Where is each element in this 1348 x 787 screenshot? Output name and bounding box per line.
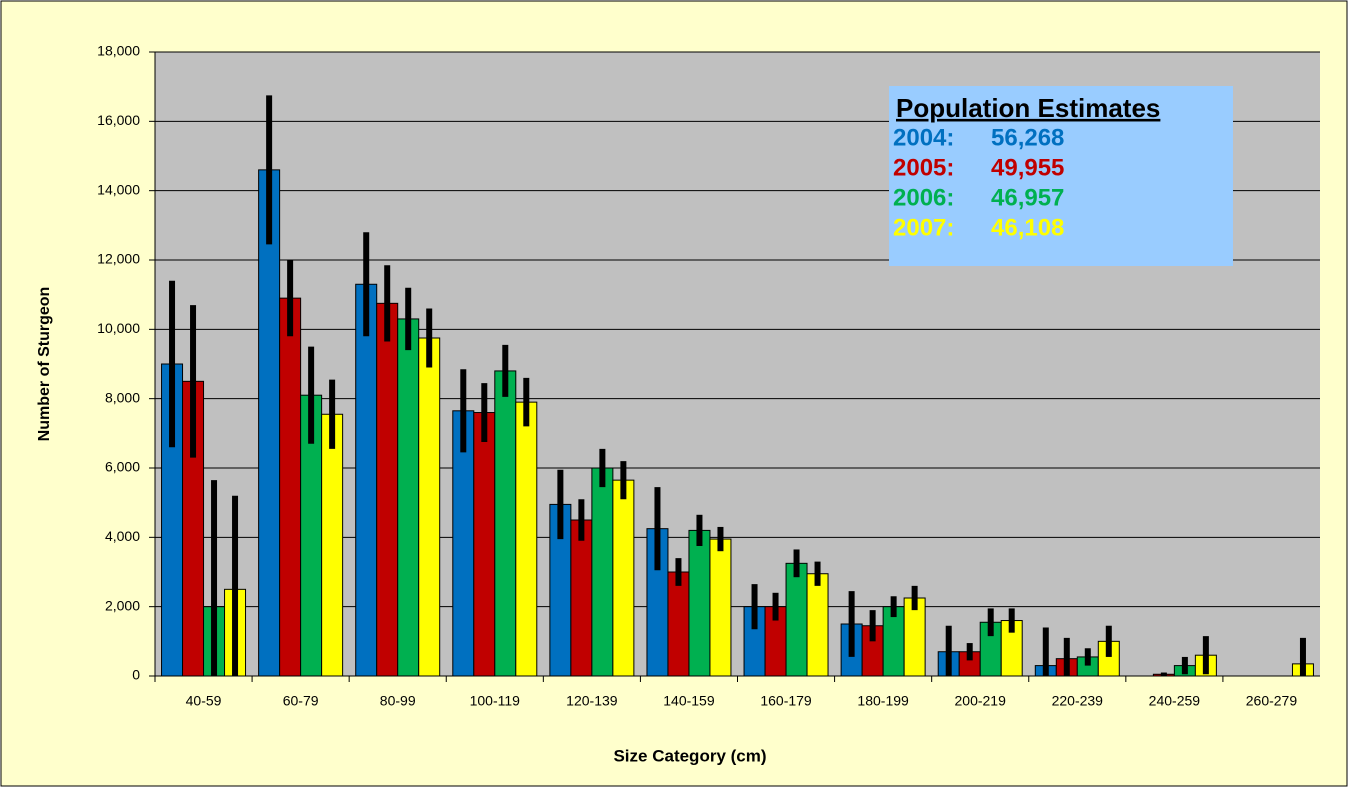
bar [279, 297, 302, 677]
x-tick-label: 200-219 [955, 693, 1007, 709]
bar [376, 302, 399, 677]
legend-total: 49,955 [991, 154, 1064, 181]
legend-box [889, 86, 1233, 266]
x-tick-label: 120-139 [566, 693, 618, 709]
bar [806, 573, 829, 677]
bar [494, 370, 517, 677]
x-tick-label: 80-99 [380, 693, 416, 709]
bar [258, 169, 281, 677]
y-tick-label: 18,000 [97, 43, 140, 59]
bar [785, 562, 808, 677]
legend-title: Population Estimates [896, 93, 1160, 123]
x-tick-label: 100-119 [470, 693, 521, 709]
y-tick-label: 6,000 [105, 459, 140, 475]
x-tick-label: 260-279 [1246, 693, 1298, 709]
y-tick-label: 16,000 [97, 112, 140, 128]
x-axis-title: Size Category (cm) [613, 746, 766, 765]
x-tick-label: 180-199 [857, 693, 909, 709]
x-tick-label: 160-179 [760, 693, 812, 709]
bar [473, 412, 496, 677]
legend-label: 2006: [893, 184, 954, 211]
y-axis-title: Number of Sturgeon [36, 287, 53, 442]
bar [355, 283, 378, 677]
y-tick-label: 14,000 [97, 181, 140, 197]
bar [591, 467, 614, 677]
bar [570, 519, 593, 677]
bar [612, 479, 635, 677]
x-tick-label: 40-59 [186, 693, 222, 709]
y-tick-label: 8,000 [105, 389, 140, 405]
bar [667, 571, 690, 677]
x-tick-label: 220-239 [1052, 693, 1104, 709]
bar [882, 606, 905, 677]
y-tick-label: 10,000 [97, 320, 140, 336]
legend-label: 2004: [893, 124, 954, 151]
y-tick-label: 2,000 [105, 597, 140, 613]
legend-total: 56,268 [991, 124, 1064, 151]
legend-label: 2007: [893, 214, 954, 241]
bar [321, 413, 344, 677]
y-tick-label: 0 [132, 667, 140, 683]
bar [397, 318, 420, 677]
bar [688, 529, 711, 677]
bar [515, 401, 538, 677]
bar [418, 337, 441, 677]
y-tick-label: 12,000 [97, 251, 140, 267]
bar [709, 538, 732, 677]
x-tick-label: 60-79 [283, 693, 319, 709]
x-tick-label: 140-159 [663, 693, 715, 709]
legend-total: 46,108 [991, 214, 1064, 241]
legend-total: 46,957 [991, 184, 1064, 211]
legend-label: 2005: [893, 154, 954, 181]
x-tick-label: 240-259 [1149, 693, 1201, 709]
y-tick-label: 4,000 [105, 528, 140, 544]
